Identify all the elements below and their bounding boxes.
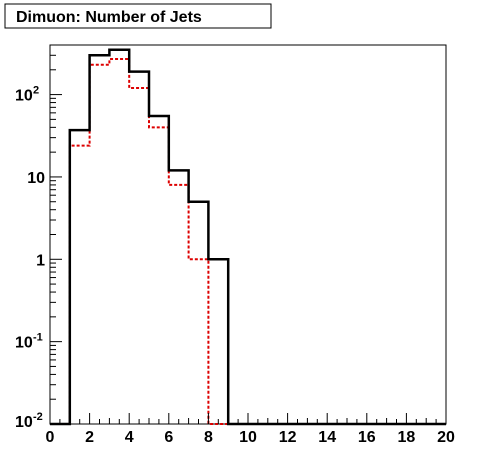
series-solid [50, 48, 446, 426]
x-tick-label: 10 [239, 429, 257, 446]
plot-area-frame [49, 44, 447, 425]
x-tick-label: 18 [398, 429, 416, 446]
svg-text:10: 10 [15, 414, 33, 431]
x-tick-label: 0 [46, 429, 55, 446]
x-tick-label: 8 [204, 429, 213, 446]
y-tick-label: 10 [27, 170, 45, 187]
bin-solid-7 [189, 202, 209, 424]
bin-solid-6 [169, 170, 189, 424]
bin-solid-2 [90, 55, 110, 424]
y-tick-label: 10 -2 [15, 411, 43, 431]
x-tick-label: 6 [164, 429, 173, 446]
bin-dashed-1 [70, 146, 90, 424]
bin-dashed-4 [129, 88, 149, 424]
bin-dashed-6 [169, 185, 189, 424]
bin-dashed-2 [90, 65, 110, 424]
chart-title: Dimuon: Number of Jets [16, 9, 202, 26]
chart-title-box: Dimuon: Number of Jets [4, 3, 272, 29]
svg-text:-1: -1 [33, 332, 43, 344]
bin-solid-5 [149, 116, 169, 424]
chart-marks [50, 48, 446, 426]
x-tick-label: 20 [437, 429, 455, 446]
svg-text:2: 2 [33, 85, 39, 97]
x-tick-label: 12 [279, 429, 297, 446]
bin-dashed-5 [149, 127, 169, 424]
bin-solid-3 [109, 50, 129, 424]
svg-text:10: 10 [27, 170, 45, 187]
series-dashed [50, 58, 446, 425]
bin-dashed-3 [109, 59, 129, 424]
bin-dashed-7 [189, 259, 209, 424]
x-tick-label: 16 [358, 429, 376, 446]
bin-solid-4 [129, 72, 149, 424]
bin-solid-8 [208, 259, 228, 424]
y-tick-label: 10 -1 [15, 332, 43, 352]
svg-text:-2: -2 [33, 411, 43, 423]
svg-text:10: 10 [15, 335, 33, 352]
series-line-solid [50, 48, 446, 426]
x-tick-label: 14 [318, 429, 336, 446]
series-line-dashed [50, 58, 446, 425]
x-tick-label: 2 [85, 429, 94, 446]
bin-solid-1 [70, 130, 90, 424]
x-tick-label: 4 [125, 429, 134, 446]
y-tick-label: 1 [36, 252, 45, 269]
y-tick-label: 10 2 [15, 85, 39, 105]
svg-text:10: 10 [15, 88, 33, 105]
svg-text:1: 1 [36, 252, 45, 269]
